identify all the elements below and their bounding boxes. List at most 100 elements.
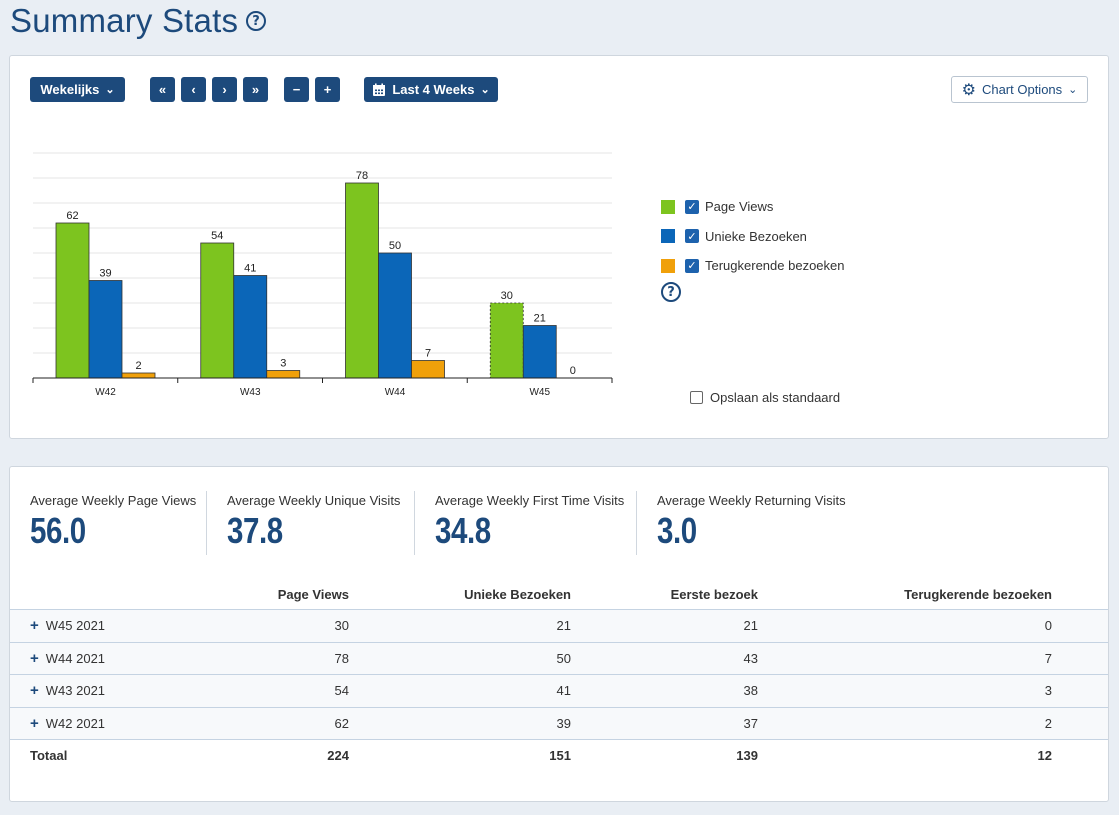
checkbox-checked-icon[interactable]: ✓ bbox=[685, 229, 699, 244]
checkbox-checked-icon[interactable]: ✓ bbox=[685, 258, 699, 273]
bar-value-label: 21 bbox=[534, 313, 546, 325]
legend-help-icon[interactable]: ? bbox=[661, 282, 681, 302]
date-range-label: Last 4 Weeks bbox=[392, 82, 475, 97]
kpi-label: Average Weekly Page Views bbox=[30, 493, 197, 508]
total-returning-visits: 12 bbox=[1037, 748, 1052, 764]
checkbox-checked-icon[interactable]: ✓ bbox=[685, 199, 699, 214]
cell-page-views: 62 bbox=[334, 715, 349, 731]
stats-card: Average Weekly Page Views 56.0 Average W… bbox=[9, 466, 1109, 802]
bar-value-label: 50 bbox=[389, 240, 401, 252]
cell-page-views: 30 bbox=[334, 618, 349, 634]
bar bbox=[266, 370, 301, 379]
legend-item-unique-visits[interactable]: ✓ Unieke Bezoeken bbox=[661, 222, 845, 252]
first-period-button[interactable]: « bbox=[150, 77, 175, 102]
double-chevron-right-icon: » bbox=[251, 82, 260, 97]
calendar-icon bbox=[373, 83, 386, 96]
legend-swatch bbox=[661, 258, 675, 273]
kpi-divider bbox=[206, 491, 207, 555]
kpi-divider bbox=[636, 491, 637, 555]
legend-item-page-views[interactable]: ✓ Page Views bbox=[661, 192, 845, 222]
bar-value-label: 41 bbox=[244, 263, 256, 275]
column-header-returning-visits[interactable]: Terugkerende bezoeken bbox=[904, 586, 1052, 602]
bar-value-label: 78 bbox=[356, 170, 368, 182]
table-header-row: Page Views Unieke Bezoeken Eerste bezoek… bbox=[10, 579, 1108, 609]
cell-first-visit: 37 bbox=[743, 715, 758, 731]
zoom-out-button[interactable]: − bbox=[284, 77, 309, 102]
chart-card: Wekelijks ⌄ « ‹ › » − + Last 4 Weeks ⌄ ⚙ bbox=[9, 55, 1109, 439]
kpi-label: Average Weekly Unique Visits bbox=[227, 493, 401, 508]
checkbox-unchecked-icon[interactable] bbox=[690, 391, 703, 404]
previous-period-button[interactable]: ‹ bbox=[181, 77, 206, 102]
bar bbox=[522, 325, 557, 379]
column-header-first-visit[interactable]: Eerste bezoek bbox=[670, 586, 758, 602]
bar bbox=[88, 280, 123, 379]
row-period[interactable]: + W42 2021 bbox=[30, 715, 105, 732]
kpi-first-time-visits: Average Weekly First Time Visits 34.8 bbox=[435, 493, 624, 552]
row-period-label: W42 2021 bbox=[45, 715, 106, 731]
total-page-views: 224 bbox=[327, 748, 349, 764]
bar bbox=[345, 182, 379, 379]
cell-returning-visits: 7 bbox=[1044, 650, 1052, 666]
date-range-dropdown[interactable]: Last 4 Weeks ⌄ bbox=[364, 77, 498, 102]
total-unique-visits: 151 bbox=[549, 748, 571, 764]
plus-icon: + bbox=[323, 82, 332, 97]
row-period[interactable]: + W45 2021 bbox=[30, 617, 105, 634]
help-icon[interactable]: ? bbox=[246, 11, 267, 31]
bar bbox=[233, 275, 268, 379]
cell-unique-visits: 39 bbox=[556, 715, 571, 731]
table-row[interactable]: + W43 2021 54 41 38 3 bbox=[10, 674, 1108, 707]
bar-value-label: 3 bbox=[280, 358, 286, 370]
expand-plus-icon[interactable]: + bbox=[30, 617, 39, 635]
row-period[interactable]: + W43 2021 bbox=[30, 682, 105, 699]
table-row[interactable]: + W44 2021 78 50 43 7 bbox=[10, 641, 1108, 674]
cell-page-views: 54 bbox=[334, 683, 349, 699]
kpi-divider bbox=[414, 491, 415, 555]
cell-first-visit: 38 bbox=[743, 683, 758, 699]
cell-unique-visits: 41 bbox=[556, 683, 571, 699]
total-label: Totaal bbox=[30, 748, 68, 764]
chevron-down-icon: ⌄ bbox=[480, 84, 490, 96]
x-tick-label: W44 bbox=[385, 387, 406, 398]
column-header-page-views[interactable]: Page Views bbox=[277, 586, 349, 602]
zoom-in-button[interactable]: + bbox=[315, 77, 340, 102]
expand-plus-icon[interactable]: + bbox=[30, 682, 39, 700]
table-row[interactable]: + W45 2021 30 21 21 0 bbox=[10, 609, 1108, 642]
bar bbox=[411, 360, 445, 379]
bar-value-label: 0 bbox=[570, 365, 576, 377]
last-period-button[interactable]: » bbox=[243, 77, 268, 102]
column-header-unique-visits[interactable]: Unieke Bezoeken bbox=[464, 586, 571, 602]
row-period[interactable]: + W44 2021 bbox=[30, 650, 105, 667]
gear-icon: ⚙ bbox=[961, 81, 976, 99]
kpi-value: 3.0 bbox=[657, 510, 697, 551]
chevron-down-icon: ⌄ bbox=[105, 84, 115, 96]
next-period-button[interactable]: › bbox=[212, 77, 237, 102]
kpi-label: Average Weekly First Time Visits bbox=[435, 493, 625, 508]
bar bbox=[378, 252, 412, 379]
legend-item-returning-visits[interactable]: ✓ Terugkerende bezoeken bbox=[661, 251, 845, 281]
cell-first-visit: 43 bbox=[743, 650, 758, 666]
cell-returning-visits: 3 bbox=[1044, 683, 1052, 699]
x-tick-label: W42 bbox=[95, 387, 116, 398]
chart-options-button[interactable]: ⚙ Chart Options ⌄ bbox=[951, 76, 1088, 103]
save-as-default-option[interactable]: Opslaan als standaard bbox=[690, 390, 840, 405]
page-title-text: Summary Stats bbox=[10, 2, 239, 39]
expand-plus-icon[interactable]: + bbox=[30, 714, 39, 732]
legend-label: Page Views bbox=[705, 199, 774, 215]
bar-value-label: 54 bbox=[211, 230, 223, 242]
kpi-unique-visits: Average Weekly Unique Visits 37.8 bbox=[227, 493, 400, 552]
bar bbox=[121, 372, 156, 379]
kpi-page-views: Average Weekly Page Views 56.0 bbox=[30, 493, 196, 552]
cell-first-visit: 21 bbox=[743, 618, 758, 634]
kpi-returning-visits: Average Weekly Returning Visits 3.0 bbox=[657, 493, 846, 552]
bar-value-label: 2 bbox=[135, 360, 141, 372]
save-as-default-label: Opslaan als standaard bbox=[710, 390, 841, 405]
table-total-row: Totaal 224 151 139 12 bbox=[10, 739, 1108, 772]
kpi-value: 34.8 bbox=[435, 510, 491, 551]
kpi-label: Average Weekly Returning Visits bbox=[657, 493, 846, 508]
cell-unique-visits: 21 bbox=[556, 618, 571, 634]
table-row[interactable]: + W42 2021 62 39 37 2 bbox=[10, 706, 1108, 739]
bar bbox=[200, 242, 235, 379]
x-tick-label: W45 bbox=[529, 387, 550, 398]
expand-plus-icon[interactable]: + bbox=[30, 649, 39, 667]
period-dropdown[interactable]: Wekelijks ⌄ bbox=[30, 77, 125, 102]
